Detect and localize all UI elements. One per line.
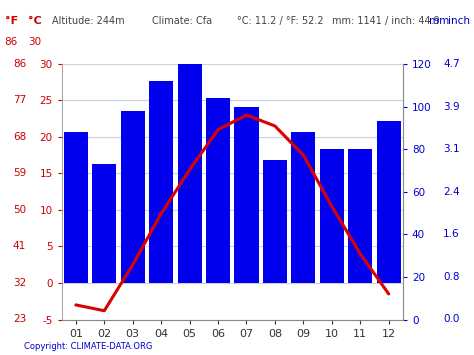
- Bar: [206, 98, 230, 283]
- Bar: [177, 64, 201, 283]
- Text: Climate: Cfa: Climate: Cfa: [152, 16, 212, 26]
- Text: inch: inch: [448, 16, 470, 26]
- Text: 23: 23: [13, 315, 26, 324]
- Bar: [92, 164, 116, 283]
- Bar: [234, 106, 258, 283]
- Bar: [120, 111, 145, 283]
- Text: 3.1: 3.1: [443, 144, 460, 154]
- Text: °C: °C: [28, 16, 42, 26]
- Text: 77: 77: [13, 95, 26, 105]
- Text: 3.9: 3.9: [443, 102, 460, 111]
- Text: 50: 50: [13, 205, 26, 215]
- Text: 1.6: 1.6: [443, 229, 460, 239]
- Text: mm: mm: [429, 16, 449, 26]
- Bar: [348, 149, 372, 283]
- Text: 2.4: 2.4: [443, 187, 460, 197]
- Text: 86: 86: [5, 37, 18, 47]
- Text: 0.8: 0.8: [443, 272, 460, 282]
- Text: 59: 59: [13, 168, 26, 179]
- Text: 86: 86: [13, 59, 26, 69]
- Text: 41: 41: [13, 241, 26, 251]
- Bar: [319, 149, 344, 283]
- Bar: [149, 81, 173, 283]
- Text: Altitude: 244m: Altitude: 244m: [52, 16, 125, 26]
- Bar: [376, 121, 401, 283]
- Text: Copyright: CLIMATE-DATA.ORG: Copyright: CLIMATE-DATA.ORG: [24, 343, 152, 351]
- Text: mm: 1141 / inch: 44.9: mm: 1141 / inch: 44.9: [332, 16, 439, 26]
- Text: °C: 11.2 / °F: 52.2: °C: 11.2 / °F: 52.2: [237, 16, 324, 26]
- Bar: [263, 160, 287, 283]
- Text: 68: 68: [13, 132, 26, 142]
- Text: 30: 30: [28, 37, 42, 47]
- Text: °F: °F: [5, 16, 18, 26]
- Bar: [291, 132, 315, 283]
- Text: 32: 32: [13, 278, 26, 288]
- Text: 4.7: 4.7: [443, 59, 460, 69]
- Bar: [64, 132, 88, 283]
- Text: 0.0: 0.0: [443, 315, 460, 324]
